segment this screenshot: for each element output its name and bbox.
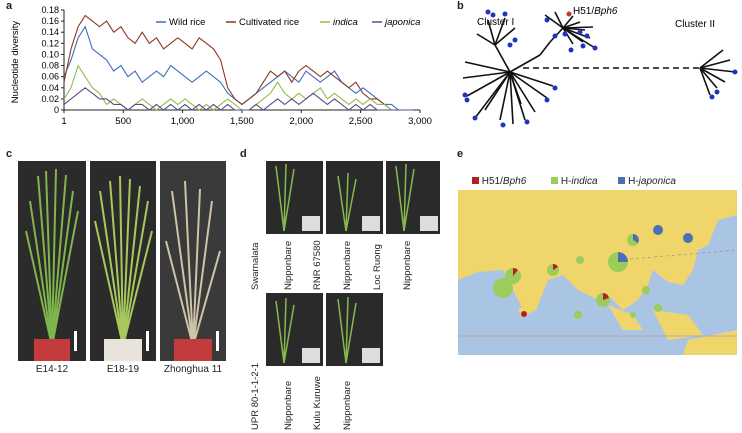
panel-label-a: a <box>6 0 13 12</box>
y-tick-label: 0.02 <box>41 94 59 104</box>
cluster-1-label: Cluster I <box>477 17 514 28</box>
diversity-chart: Nucleotide diversity 00.020.040.060.08 0.… <box>10 5 432 127</box>
legend-japonica: H-japonica <box>628 176 676 187</box>
map-pie-markers <box>493 225 693 319</box>
y-tick-label: 0.04 <box>41 83 59 93</box>
distribution-map <box>458 190 737 355</box>
x-tick-label: 3,000 <box>408 116 432 127</box>
y-axis-label: Nucleotide diversity <box>10 21 21 104</box>
legend-bph6: H51/Bph6 <box>481 176 527 187</box>
highlight-label: H51/Bph6 <box>573 6 618 17</box>
y-tick-label: 0.06 <box>41 72 59 82</box>
x-tick-label: 1,000 <box>171 116 195 127</box>
label-nipponbare-1: Nipponbare <box>283 240 294 290</box>
tree-tip-markers <box>462 9 738 128</box>
label-swarnalata: Swarnalata <box>250 242 261 290</box>
photo-d5 <box>326 293 383 366</box>
legend-swatch-japonica <box>618 177 626 184</box>
photo-zhonghua-11 <box>160 161 226 361</box>
photo-e14-12 <box>18 161 86 361</box>
legend-label: japonica <box>383 17 420 28</box>
series-line-cultivated-rice <box>63 14 413 111</box>
series-line-indica <box>63 64 413 111</box>
panel-label-b: b <box>457 0 464 12</box>
y-tick-label: 0.10 <box>41 49 59 59</box>
label-nipponbare-4: Nipponbare <box>283 380 294 430</box>
x-tick-label: 1 <box>61 116 66 127</box>
caption-e14-12: E14-12 <box>35 364 69 375</box>
legend-indica: H-indica <box>560 176 598 187</box>
highlight-tip-marker <box>566 11 572 17</box>
x-tick-label: 500 <box>115 116 131 127</box>
label-upr-80: UPR 80-1-1-2-1 <box>250 362 261 430</box>
phylo-tree: Cluster I Cluster II H51/Bph6 <box>462 6 738 128</box>
photo-d1 <box>266 161 323 234</box>
y-tick-label: 0.12 <box>41 38 59 48</box>
x-tick-label: 2,000 <box>289 116 313 127</box>
label-rnr-67580: RNR 67580 <box>312 240 323 290</box>
label-nipponbare-2: Nipponbare <box>342 240 353 290</box>
y-tick-label: 0.08 <box>41 61 59 71</box>
label-nipponbare-3: Nipponbare <box>402 240 413 290</box>
photo-e18-19 <box>90 161 156 361</box>
y-tick-label: 0.14 <box>41 27 59 37</box>
panel-label-e: e <box>457 148 464 160</box>
y-tick-label: 0 <box>54 105 59 115</box>
cluster-2-label: Cluster II <box>675 19 715 30</box>
series-line-wild-rice <box>63 25 413 111</box>
x-tick-label: 1,500 <box>230 116 254 127</box>
legend-swatch-bph6 <box>472 177 479 184</box>
map-legend: H51/Bph6 H-indica H-japonica <box>472 176 676 187</box>
photo-d4 <box>266 293 323 366</box>
y-tick-label: 0.16 <box>41 16 59 26</box>
panel-label-c: c <box>6 148 13 160</box>
caption-e18-19: E18-19 <box>106 364 140 375</box>
label-nipponbare-5: Nipponbare <box>342 380 353 430</box>
label-kulu-kuruwe: Kulu Kuruwe <box>312 376 323 430</box>
legend-label: Cultivated rice <box>239 17 299 28</box>
legend-label: indica <box>333 17 358 28</box>
y-tick-label: 0.18 <box>41 5 59 15</box>
panel-label-d: d <box>240 148 247 160</box>
tree-branches <box>462 11 736 125</box>
photo-d2 <box>326 161 383 234</box>
series-line-japonica <box>63 87 413 111</box>
label-loc-ruong: Loc Ruong <box>372 244 383 290</box>
legend-swatch-indica <box>551 177 559 184</box>
caption-zhonghua-11: Zhonghua 11 <box>163 364 223 375</box>
photo-d3 <box>386 161 440 234</box>
legend-label: Wild rice <box>169 17 205 28</box>
x-tick-label: 2,500 <box>349 116 373 127</box>
